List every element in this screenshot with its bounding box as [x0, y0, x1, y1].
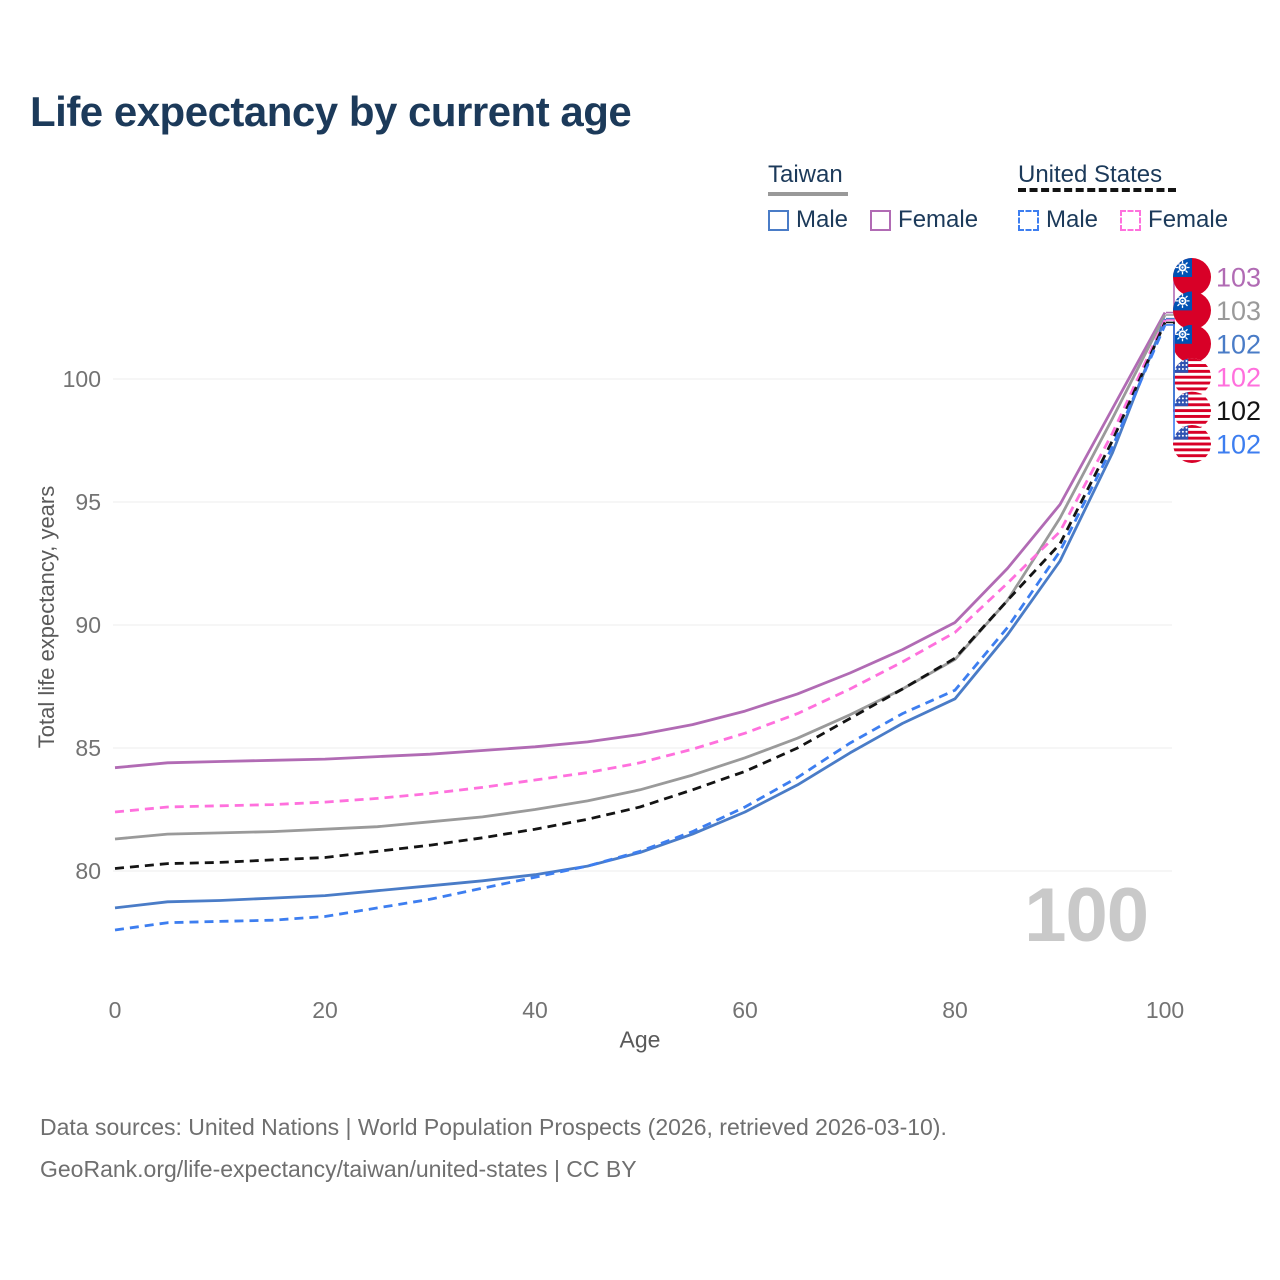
footer-attribution: GeoRank.org/life-expectancy/taiwan/unite… — [40, 1156, 637, 1182]
y-tick-label-100: 100 — [63, 366, 101, 392]
end-value-label-united-states-female: 102 — [1216, 363, 1261, 393]
legend-item-taiwan-female[interactable]: Female — [870, 206, 978, 234]
taiwan-female-swatch-icon — [870, 209, 892, 231]
x-axis-title: Age — [619, 1026, 661, 1053]
us-flag-icon — [1173, 358, 1211, 396]
y-axis-title: Total life expectancy, years — [34, 485, 59, 749]
series-line-taiwan-male[interactable] — [114, 318, 1167, 910]
taiwan-flag-icon — [1173, 325, 1211, 363]
legend-item-label: Male — [1046, 206, 1099, 233]
legend-underline-taiwan — [768, 192, 848, 196]
y-tick-label-85: 85 — [75, 735, 101, 761]
legend-group-united-states: United States Male Female — [1018, 162, 1228, 234]
x-tick-label-0: 0 — [109, 997, 122, 1023]
end-value-label-taiwan-male: 102 — [1216, 329, 1261, 359]
age-watermark: 100 — [1024, 873, 1149, 958]
legend-item-label: Female — [1148, 206, 1229, 233]
legend-group-label-taiwan[interactable]: Taiwan — [768, 161, 843, 188]
chart-title: Life expectancy by current age — [30, 88, 632, 135]
legend-group-taiwan: Taiwan Male Female — [768, 162, 978, 234]
x-tick-label-60: 60 — [732, 997, 758, 1023]
legend-item-us-male[interactable]: Male — [1018, 206, 1098, 234]
legend-item-us-female[interactable]: Female — [1120, 206, 1228, 234]
taiwan-male-swatch-icon — [768, 209, 789, 231]
taiwan-flag-icon — [1173, 258, 1211, 296]
series-line-united-states-female[interactable] — [114, 319, 1167, 814]
y-tick-label-95: 95 — [75, 489, 101, 515]
footer: Data sources: United Nations | World Pop… — [40, 1106, 947, 1190]
series-line-united-states-both-sexes[interactable] — [114, 321, 1167, 870]
us-female-swatch-icon — [1120, 209, 1142, 231]
x-tick-label-100: 100 — [1146, 997, 1184, 1023]
taiwan-flag-icon — [1173, 291, 1211, 329]
series-line-united-states-male[interactable] — [114, 324, 1167, 932]
end-value-label-taiwan-both-sexes: 103 — [1216, 296, 1261, 326]
legend-group-label-united-states[interactable]: United States — [1018, 161, 1163, 188]
y-tick-label-90: 90 — [75, 612, 101, 638]
legend-item-label: Male — [796, 206, 849, 233]
end-value-label-united-states-male: 102 — [1216, 430, 1261, 460]
x-tick-label-40: 40 — [522, 997, 548, 1023]
y-tick-label-80: 80 — [75, 858, 101, 884]
end-value-label-united-states-both-sexes: 102 — [1216, 396, 1261, 426]
x-tick-label-80: 80 — [942, 997, 968, 1023]
end-value-label-taiwan-female: 103 — [1216, 263, 1261, 293]
us-flag-icon — [1173, 392, 1211, 430]
legend-underline-united-states — [1018, 188, 1176, 196]
legend-item-taiwan-male[interactable]: Male — [768, 206, 848, 234]
x-tick-label-20: 20 — [312, 997, 338, 1023]
us-male-swatch-icon — [1018, 209, 1039, 231]
series-line-taiwan-female[interactable] — [114, 311, 1167, 770]
us-flag-icon — [1173, 425, 1211, 463]
footer-data-sources: Data sources: United Nations | World Pop… — [40, 1114, 947, 1140]
legend-item-label: Female — [898, 206, 979, 233]
